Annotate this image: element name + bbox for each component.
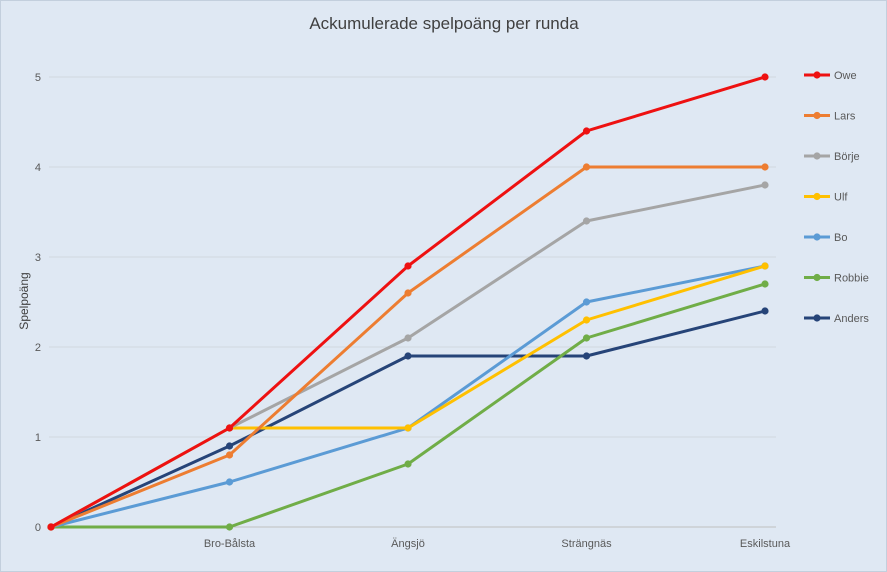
data-point bbox=[225, 424, 234, 432]
data-point bbox=[404, 424, 412, 432]
legend-swatch-marker bbox=[813, 192, 821, 201]
data-point bbox=[761, 163, 769, 171]
data-point bbox=[582, 127, 591, 135]
data-point bbox=[761, 280, 769, 288]
y-tick-label: 4 bbox=[35, 162, 41, 174]
y-tick-label: 3 bbox=[35, 252, 41, 264]
series-line bbox=[49, 282, 767, 529]
legend-label: Owe bbox=[834, 70, 857, 82]
data-point bbox=[582, 352, 591, 360]
data-point bbox=[761, 262, 769, 270]
data-point bbox=[761, 307, 769, 315]
data-point bbox=[404, 289, 412, 297]
series-owe bbox=[47, 73, 769, 531]
legend-item: Börje bbox=[804, 151, 860, 163]
x-tick-label: Bro-Bålsta bbox=[204, 538, 256, 550]
data-point bbox=[225, 523, 234, 531]
series-line bbox=[49, 264, 767, 529]
legend-item: Lars bbox=[804, 111, 856, 123]
gridlines bbox=[49, 76, 776, 528]
y-tick-label: 1 bbox=[35, 432, 41, 444]
legend-label: Anders bbox=[834, 313, 869, 325]
series-line bbox=[49, 75, 767, 529]
legend-swatch-marker bbox=[813, 71, 821, 79]
y-tick-label: 5 bbox=[35, 72, 41, 84]
legend-label: Robbie bbox=[834, 273, 869, 285]
legend: Owe Lars Börje Ulf Bo Robbie Anders bbox=[804, 70, 869, 325]
data-point bbox=[404, 460, 412, 468]
series-lines bbox=[47, 73, 769, 531]
x-tick-label: Strängnäs bbox=[561, 538, 612, 550]
legend-item: Robbie bbox=[804, 273, 869, 285]
legend-swatch-marker bbox=[813, 233, 821, 241]
legend-label: Lars bbox=[834, 111, 856, 123]
y-axis-ticks: 0 1 2 3 4 5 bbox=[35, 72, 41, 534]
y-tick-label: 0 bbox=[35, 522, 41, 534]
legend-item: Owe bbox=[804, 70, 857, 82]
series-robbie bbox=[47, 280, 769, 531]
legend-label: Ulf bbox=[834, 192, 848, 204]
data-point bbox=[404, 352, 412, 360]
legend-label: Bo bbox=[834, 232, 847, 244]
data-point bbox=[582, 217, 591, 225]
x-axis-ticks: Bro-Bålsta Ängsjö Strängnäs Eskilstuna bbox=[204, 538, 791, 550]
data-point bbox=[761, 181, 769, 189]
legend-swatch-marker bbox=[813, 111, 821, 120]
legend-item: Bo bbox=[804, 232, 847, 244]
x-tick-label: Ängsjö bbox=[391, 538, 425, 550]
legend-item: Anders bbox=[804, 313, 869, 325]
data-point bbox=[225, 451, 234, 459]
data-point bbox=[47, 523, 55, 531]
data-point bbox=[404, 262, 412, 270]
data-point bbox=[761, 73, 769, 81]
y-tick-label: 2 bbox=[35, 342, 41, 354]
series-line bbox=[49, 309, 767, 529]
chart-title: Ackumulerade spelpoäng per runda bbox=[309, 14, 579, 33]
series-line bbox=[49, 264, 767, 529]
x-tick-label: Eskilstuna bbox=[740, 538, 791, 550]
data-point bbox=[225, 478, 234, 486]
data-point bbox=[582, 298, 591, 306]
series-bo bbox=[47, 262, 769, 531]
data-point bbox=[582, 334, 591, 342]
data-point bbox=[225, 442, 234, 450]
legend-swatch-marker bbox=[813, 273, 821, 282]
legend-item: Ulf bbox=[804, 192, 848, 204]
data-point bbox=[582, 163, 591, 171]
legend-swatch-marker bbox=[813, 314, 821, 322]
legend-swatch-marker bbox=[813, 152, 821, 160]
series-anders bbox=[47, 307, 769, 531]
data-point bbox=[582, 316, 591, 324]
y-axis-label: Spelpoäng bbox=[17, 272, 31, 329]
data-point bbox=[404, 334, 412, 342]
series-ulf bbox=[47, 262, 769, 531]
legend-label: Börje bbox=[834, 151, 860, 163]
